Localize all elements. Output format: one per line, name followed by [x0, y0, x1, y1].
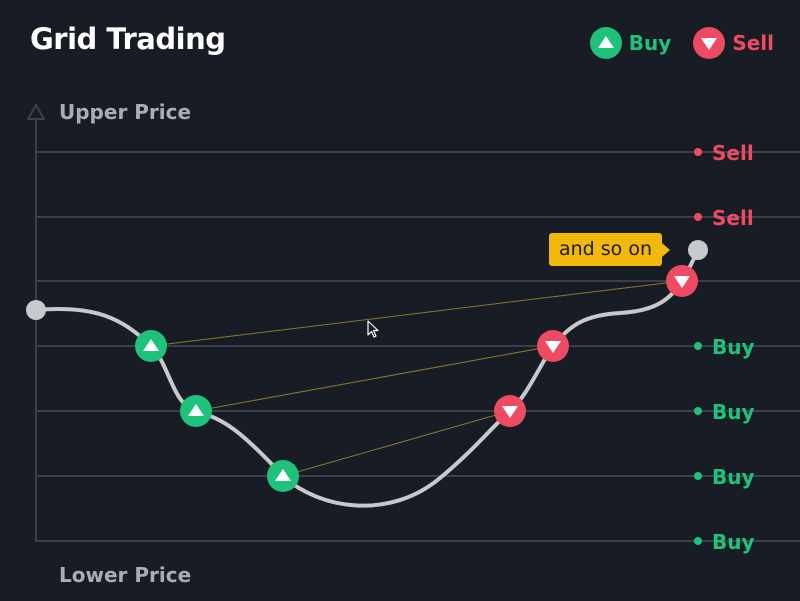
connector-line	[282, 410, 511, 477]
connector-line	[195, 345, 554, 412]
level-label: Buy	[712, 530, 755, 554]
down-triangle-icon	[502, 406, 518, 418]
down-triangle-icon	[674, 276, 690, 288]
axis-up-arrow-icon	[27, 104, 45, 120]
page-title: Grid Trading	[30, 22, 226, 56]
end-point	[688, 240, 708, 260]
down-triangle-icon	[545, 341, 561, 353]
up-triangle-icon	[589, 27, 622, 59]
connector-line	[150, 280, 683, 347]
buy-marker	[180, 395, 212, 427]
legend-item-sell: Sell	[693, 27, 774, 59]
sell-marker	[494, 395, 526, 427]
buy-sell-connectors	[150, 280, 683, 477]
start-point	[26, 300, 46, 320]
down-triangle-icon	[693, 27, 726, 59]
level-dot-buy	[694, 537, 702, 545]
lower-price-label: Lower Price	[59, 563, 192, 587]
legend-label-buy: Buy	[628, 31, 672, 55]
mouse-cursor-icon	[367, 320, 379, 338]
buy-marker	[135, 330, 167, 362]
upper-price-label: Upper Price	[59, 100, 192, 124]
and-so-on-tooltip: and so on	[549, 233, 671, 266]
level-label: Sell	[712, 206, 754, 230]
buy-marker	[267, 460, 299, 492]
legend-item-buy: Buy	[589, 27, 672, 59]
sell-marker	[666, 265, 698, 297]
price-curve	[34, 248, 700, 508]
up-triangle-icon	[275, 469, 291, 481]
level-label: Sell	[712, 141, 754, 165]
level-dot-buy	[694, 342, 702, 350]
level-dot-buy	[694, 407, 702, 415]
level-dot-buy	[694, 472, 702, 480]
up-triangle-icon	[188, 404, 204, 416]
level-labels: Sell Sell Buy Buy Buy Buy	[694, 141, 755, 554]
legend-label-sell: Sell	[732, 31, 774, 55]
level-dot-sell	[694, 213, 702, 221]
level-dot-sell	[694, 148, 702, 156]
level-label: Buy	[712, 400, 755, 424]
legend: Buy Sell	[568, 27, 774, 59]
level-label: Buy	[712, 465, 755, 489]
up-triangle-icon	[143, 339, 159, 351]
level-label: Buy	[712, 335, 755, 359]
sell-marker	[537, 330, 569, 362]
